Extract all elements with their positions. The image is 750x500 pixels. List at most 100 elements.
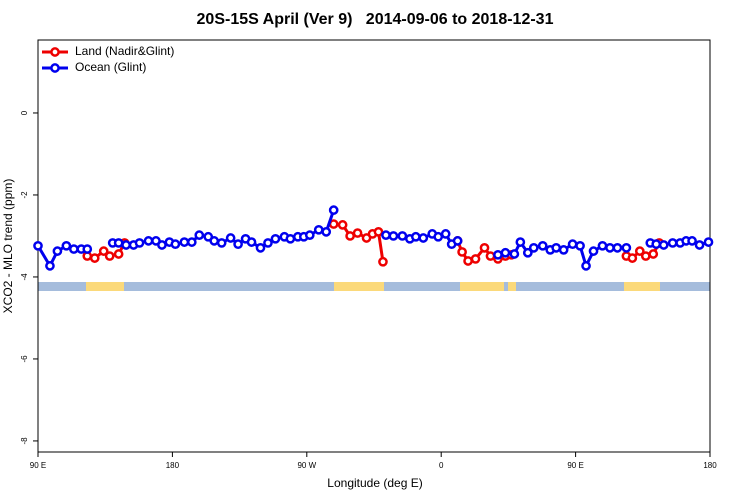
data-point — [345, 231, 355, 241]
y-axis-label: XCO2 - MLO trend (ppm) — [1, 179, 15, 314]
data-point — [463, 256, 473, 266]
data-point — [388, 231, 399, 241]
data-point — [313, 224, 324, 235]
y-tick-label: -4 — [20, 273, 29, 281]
data-point — [285, 233, 296, 244]
data-point — [397, 231, 408, 241]
data-point — [113, 249, 124, 259]
x-tick-label: 180 — [166, 461, 180, 470]
data-point — [270, 233, 281, 244]
data-point — [703, 237, 714, 247]
data-point — [515, 237, 526, 247]
data-point — [575, 240, 585, 251]
data-point — [452, 236, 463, 246]
data-point — [648, 249, 659, 259]
legend-marker — [50, 47, 60, 57]
data-point — [52, 246, 63, 256]
data-point — [233, 239, 243, 250]
x-tick-label: 90 E — [30, 461, 46, 470]
data-point — [186, 237, 197, 247]
data-point — [667, 238, 678, 248]
data-point — [378, 256, 388, 267]
y-tick-label: -2 — [20, 191, 29, 199]
land-mask — [38, 282, 710, 291]
mask-land — [86, 282, 124, 291]
data-point — [640, 251, 651, 261]
x-tick-label: 0 — [439, 461, 444, 470]
data-point — [627, 253, 638, 263]
data-point — [33, 240, 43, 251]
data-point — [61, 240, 72, 251]
mask-land — [624, 282, 660, 291]
legend-label: Ocean (Glint) — [75, 60, 146, 74]
data-point — [493, 249, 503, 260]
data-point — [143, 236, 154, 246]
data-point — [89, 253, 100, 263]
data-point — [457, 247, 467, 257]
data-point — [528, 242, 539, 253]
data-point — [634, 246, 645, 256]
data-point — [328, 205, 339, 215]
data-point — [588, 246, 599, 256]
data-point — [321, 227, 332, 237]
x-axis-label: Longitude (deg E) — [327, 476, 422, 490]
data-point — [551, 242, 562, 253]
y-tick-label: -8 — [20, 437, 29, 445]
data-point — [373, 227, 384, 237]
data-point — [500, 247, 511, 258]
data-point — [209, 236, 220, 246]
data-point — [694, 240, 705, 250]
data-point — [687, 236, 697, 246]
data-point — [304, 230, 315, 240]
data-point — [216, 238, 227, 248]
data-point — [104, 251, 115, 261]
data-point — [337, 220, 348, 230]
data-point — [612, 242, 623, 253]
data-point — [581, 261, 591, 271]
data-point — [170, 239, 181, 250]
data-point — [263, 238, 273, 248]
y-tick-label: -6 — [20, 355, 29, 363]
data-point — [225, 233, 236, 243]
data-point — [440, 229, 451, 239]
data-point — [246, 237, 257, 247]
data-point — [485, 251, 496, 261]
x-tick-label: 90 W — [297, 461, 316, 470]
data-point — [134, 238, 145, 248]
data-point — [352, 228, 363, 238]
data-point — [479, 242, 490, 253]
x-tick-label: 180 — [703, 461, 717, 470]
data-point — [567, 239, 578, 250]
x-tick-label: 90 E — [567, 461, 583, 470]
data-point — [597, 240, 608, 251]
chart-title: 20S-15S April (Ver 9) 2014-09-06 to 2018… — [197, 11, 554, 28]
data-point — [179, 237, 190, 247]
data-point — [381, 230, 391, 240]
data-point — [418, 233, 429, 243]
data-point — [68, 244, 79, 254]
data-point — [255, 242, 266, 253]
data-point — [194, 230, 205, 240]
mask-land — [460, 282, 504, 291]
data-point — [121, 240, 131, 250]
y-tick-label: 0 — [20, 110, 29, 115]
legend-label: Land (Nadir&Glint) — [75, 44, 174, 58]
data-point — [45, 261, 55, 271]
data-point — [82, 244, 93, 254]
data-point — [558, 245, 569, 255]
data-point — [605, 242, 615, 253]
legend-marker — [50, 63, 60, 73]
data-point — [157, 240, 167, 250]
data-point — [537, 240, 548, 251]
data-point — [433, 231, 444, 242]
data-point — [621, 242, 632, 253]
data-point — [509, 249, 520, 259]
data-point — [470, 254, 481, 264]
data-point — [98, 246, 109, 256]
data-point — [651, 239, 662, 250]
data-point — [113, 238, 124, 248]
mask-land — [334, 282, 384, 291]
data-point — [522, 247, 533, 258]
data-point — [658, 240, 669, 250]
